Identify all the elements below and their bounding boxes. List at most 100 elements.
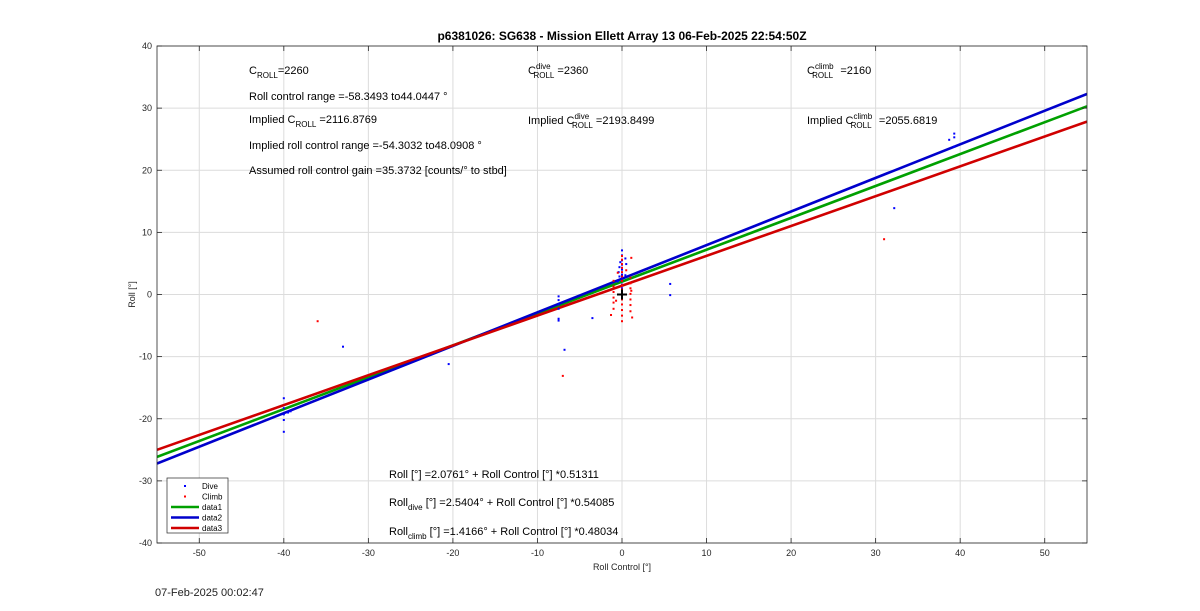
data-point-dive: [557, 319, 560, 322]
data-point-climb: [612, 279, 615, 282]
y-tick-label: -20: [139, 414, 152, 424]
annotation-sub: ROLL: [572, 121, 593, 130]
annotation-sub: ROLL: [257, 71, 278, 80]
data-point-dive: [563, 348, 566, 351]
data-point-climb: [621, 309, 623, 312]
legend-marker: [184, 485, 186, 487]
data-point-dive: [282, 407, 285, 410]
annotation-sub: ROLL: [533, 71, 554, 80]
data-point-climb: [629, 292, 632, 295]
annotation-rest: [°] =1.4166° + Roll Control [°] *0.48034: [427, 526, 619, 538]
data-point-dive: [616, 280, 619, 283]
data-point-climb: [621, 263, 623, 266]
annotation-base: Roll: [389, 526, 408, 538]
annotation-sup: dive: [574, 112, 589, 121]
y-tick-label: 10: [142, 227, 152, 237]
annotation-implied_range: Implied roll control range =-54.3032 to4…: [249, 140, 482, 152]
x-tick-label: 40: [955, 548, 965, 558]
legend-label: Climb: [202, 493, 223, 502]
annotation-base: Implied C: [249, 114, 296, 126]
legend-item-dive: Dive: [184, 482, 219, 491]
annotation-fit_dive: Rolldive [°] =2.5404° + Roll Control [°]…: [389, 497, 614, 512]
data-point-dive: [621, 268, 623, 271]
data-point-climb: [615, 299, 618, 302]
data-point-dive: [282, 397, 285, 400]
data-point-dive: [289, 410, 292, 413]
data-point-climb: [561, 374, 564, 377]
data-point-dive: [282, 418, 285, 421]
data-point-dive: [557, 295, 560, 298]
data-point-dive: [618, 266, 621, 269]
x-axis-label: Roll Control [°]: [593, 562, 651, 572]
y-tick-label: -40: [139, 538, 152, 548]
data-point-climb: [621, 254, 623, 257]
data-point-climb: [612, 285, 615, 288]
annotation-fit_climb: Rollclimb [°] =1.4166° + Roll Control [°…: [389, 526, 618, 541]
data-point-climb: [630, 256, 633, 259]
annotation-c_roll_climb: Cclimb ROLL =2160: [807, 62, 871, 80]
annotation-sup: climb: [853, 112, 872, 121]
data-point-dive: [953, 136, 956, 139]
data-point-dive: [669, 282, 672, 285]
annotation-base: Implied C: [528, 115, 575, 127]
annotation-fit_all: Roll [°] =2.0761° + Roll Control [°] *0.…: [389, 469, 599, 481]
data-point-climb: [621, 320, 623, 323]
annotation-roll_range: Roll control range =-58.3493 to44.0447 °: [249, 91, 448, 103]
annotation-sub: ROLL: [851, 121, 872, 130]
legend-label: data1: [202, 503, 223, 512]
data-point-dive: [618, 275, 621, 278]
data-point-dive: [625, 263, 628, 266]
data-point-dive: [669, 294, 672, 297]
y-tick-label: -30: [139, 476, 152, 486]
data-point-dive: [948, 138, 951, 141]
legend-item-climb: Climb: [184, 493, 223, 502]
data-point-climb: [610, 314, 613, 317]
annotation-sub: climb: [408, 532, 427, 541]
annotation-rest: =2260: [278, 65, 309, 77]
data-point-climb: [316, 320, 319, 323]
y-tick-label: -10: [139, 352, 152, 362]
legend-label: Dive: [202, 482, 219, 491]
annotation-sub: ROLL: [295, 120, 316, 129]
data-point-dive: [282, 413, 285, 416]
y-tick-label: 0: [147, 290, 152, 300]
annotation-sub: dive: [408, 503, 423, 512]
annotation-rest: =2055.6819: [876, 115, 937, 127]
data-point-dive: [557, 299, 560, 302]
x-tick-label: 20: [786, 548, 796, 558]
data-point-dive: [557, 317, 560, 320]
chart-title: p6381026: SG638 - Mission Ellett Array 1…: [437, 29, 806, 43]
data-point-climb: [625, 269, 628, 272]
annotation-base: C: [249, 65, 257, 77]
x-tick-label: -10: [531, 548, 544, 558]
annotation-sub: ROLL: [812, 71, 833, 80]
legend-label: data3: [202, 524, 223, 533]
data-point-climb: [631, 316, 634, 319]
data-point-climb: [621, 284, 623, 287]
annotation-rest: =2116.8769: [316, 114, 377, 126]
annotation-c_roll: CROLL=2260: [249, 65, 309, 80]
annotation-c_roll_dive: Cdive ROLL =2360: [528, 62, 588, 80]
data-point-climb: [629, 298, 632, 301]
annotation-sup: dive: [536, 62, 551, 71]
annotation-base: C: [807, 65, 815, 77]
data-point-dive: [282, 430, 285, 433]
x-tick-label: 10: [702, 548, 712, 558]
data-point-climb: [612, 301, 615, 304]
series-dive: [282, 132, 956, 433]
legend-box: [166, 477, 229, 534]
data-point-climb: [612, 291, 615, 294]
annotation-implied_c_roll_dive: Implied Cdive ROLL =2193.8499: [528, 112, 654, 130]
x-tick-label: 50: [1040, 548, 1050, 558]
annotation-base: Implied C: [807, 115, 854, 127]
data-point-climb: [630, 289, 633, 292]
data-point-dive: [621, 276, 623, 279]
x-tick-label: 0: [619, 548, 624, 558]
data-point-dive: [447, 363, 450, 366]
annotation-rest: [°] =2.5404° + Roll Control [°] *0.54085: [423, 497, 615, 509]
data-point-dive: [953, 145, 956, 148]
data-point-climb: [621, 266, 623, 269]
x-tick-label: -50: [193, 548, 206, 558]
x-tick-label: -40: [277, 548, 290, 558]
data-point-dive: [621, 287, 623, 290]
